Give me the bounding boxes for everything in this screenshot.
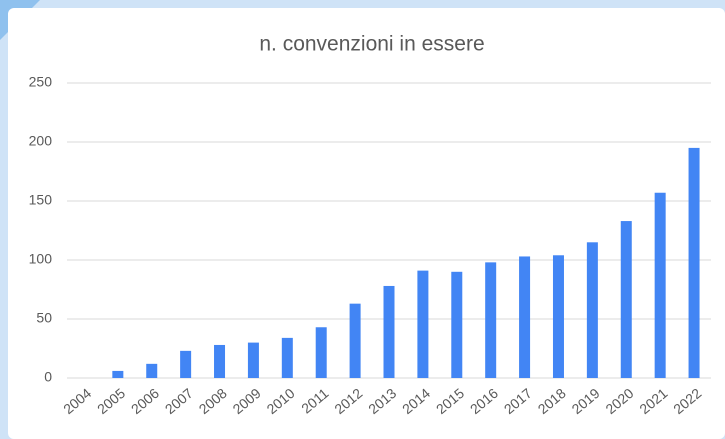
- bar: [620, 221, 632, 378]
- y-tick-label: 0: [44, 369, 52, 385]
- y-tick-label: 150: [29, 192, 53, 208]
- bar: [451, 271, 463, 378]
- bar: [552, 255, 564, 378]
- y-tick-label: 50: [36, 310, 52, 326]
- bar: [112, 370, 124, 378]
- bar: [688, 147, 700, 378]
- bar: [180, 350, 192, 378]
- bar: [654, 192, 666, 378]
- bar: [417, 270, 429, 378]
- bar: [485, 262, 497, 378]
- y-tick-label: 250: [29, 74, 53, 90]
- bar: [146, 363, 158, 378]
- bar: [315, 327, 327, 378]
- bar: [281, 337, 293, 378]
- chart-title: n. convenzioni in essere: [259, 33, 484, 56]
- y-tick-label: 200: [29, 133, 53, 149]
- bar: [519, 256, 531, 378]
- bar: [214, 344, 226, 378]
- bar: [247, 342, 259, 378]
- y-tick-label: 100: [29, 251, 53, 267]
- bar: [586, 242, 598, 378]
- bar: [383, 285, 395, 378]
- bar: [349, 303, 361, 378]
- chart-panel: [8, 8, 725, 439]
